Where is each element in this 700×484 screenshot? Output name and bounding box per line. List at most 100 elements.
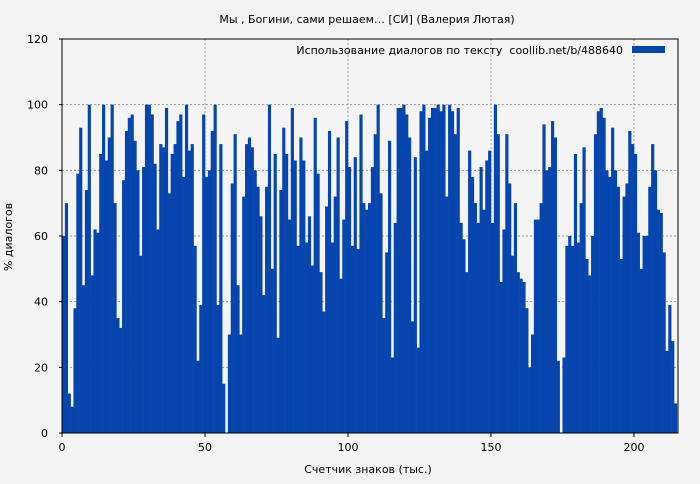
bar [230, 183, 234, 433]
bar [488, 150, 492, 433]
bar [619, 258, 623, 433]
bar [124, 130, 129, 433]
bar [413, 157, 417, 433]
bar [476, 222, 480, 433]
bar [64, 203, 69, 433]
bar [579, 203, 583, 433]
bar [376, 104, 380, 434]
bar [536, 219, 540, 433]
bar [265, 186, 269, 433]
legend: Использование диалогов по тексту coollib… [296, 44, 665, 57]
bar [142, 167, 146, 434]
bar [253, 170, 257, 434]
bar [382, 318, 386, 433]
bar [139, 255, 143, 433]
bar [187, 150, 191, 433]
bar [122, 180, 126, 433]
bar [525, 308, 529, 433]
bar [190, 144, 194, 434]
bar [425, 150, 429, 433]
x-tick-label: 200 [623, 441, 644, 454]
x-tick-label: 150 [480, 441, 501, 454]
bar [362, 203, 366, 433]
bar [196, 360, 200, 433]
bar [671, 341, 675, 433]
bar [645, 236, 649, 433]
bar [345, 121, 349, 433]
bar [656, 209, 660, 433]
bar [396, 107, 400, 433]
bar [513, 203, 518, 433]
bar [99, 153, 103, 433]
bar [450, 111, 455, 433]
bar [233, 134, 237, 433]
bar [316, 173, 320, 433]
bar [239, 334, 243, 433]
bar [84, 190, 89, 433]
bar [459, 222, 463, 433]
bar [150, 114, 154, 434]
bar [636, 232, 640, 433]
bar [202, 114, 206, 434]
bar [628, 130, 632, 433]
bar [662, 252, 666, 433]
bar [456, 107, 460, 433]
bar [73, 308, 77, 433]
bar [207, 170, 212, 434]
bar [433, 107, 437, 433]
bar [113, 203, 117, 433]
bar [473, 203, 477, 433]
bar [262, 295, 266, 433]
bar [591, 236, 595, 433]
bar [219, 144, 223, 434]
bar [576, 242, 580, 433]
bar [365, 209, 369, 433]
bar [310, 265, 314, 433]
bar [342, 219, 346, 433]
bar [479, 167, 483, 434]
bar [359, 114, 363, 434]
bar [356, 249, 360, 433]
bar [493, 104, 497, 434]
bar [176, 121, 180, 433]
bar [282, 127, 286, 434]
bar [673, 403, 678, 433]
bar [602, 117, 606, 434]
bar [313, 117, 317, 434]
bar [428, 117, 432, 434]
bar [70, 406, 74, 433]
bar [611, 127, 615, 434]
bar [367, 203, 372, 433]
bar [290, 107, 294, 433]
bar [388, 140, 392, 434]
bar [210, 130, 214, 433]
bar [90, 275, 94, 433]
y-tick-label: 100 [27, 99, 48, 112]
bar [613, 170, 618, 434]
bar [127, 117, 131, 434]
bar [465, 272, 469, 433]
bar [62, 236, 66, 433]
bar [508, 183, 512, 433]
legend-label: Использование диалогов по тексту coollib… [296, 44, 623, 57]
bar [184, 104, 189, 434]
bar [353, 157, 357, 433]
bar [608, 176, 612, 433]
bar [593, 134, 598, 433]
bar [87, 104, 91, 434]
bar [496, 134, 500, 433]
y-tick-label: 20 [34, 361, 48, 374]
bar [582, 147, 586, 433]
bar [410, 321, 415, 433]
bar [156, 229, 160, 433]
bar [267, 104, 272, 434]
bar [245, 144, 249, 434]
bar [659, 213, 663, 433]
bar [179, 114, 183, 434]
bar [110, 104, 114, 434]
bar [119, 327, 123, 433]
bar [442, 104, 446, 434]
bar [279, 190, 283, 433]
bar [502, 229, 506, 433]
bar [485, 160, 489, 433]
